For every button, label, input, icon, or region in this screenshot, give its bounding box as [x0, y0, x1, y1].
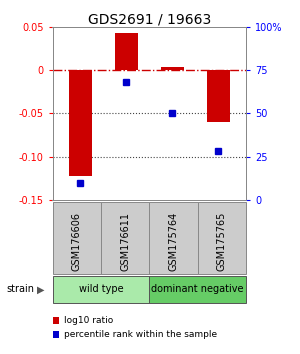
- Text: strain: strain: [6, 284, 34, 295]
- Text: wild type: wild type: [79, 284, 123, 295]
- Text: log10 ratio: log10 ratio: [64, 316, 113, 325]
- Bar: [161, 67, 184, 70]
- Text: GSM176611: GSM176611: [120, 212, 130, 271]
- Text: ▶: ▶: [37, 284, 44, 295]
- Text: dominant negative: dominant negative: [152, 284, 244, 295]
- Bar: [69, 70, 92, 176]
- Text: GDS2691 / 19663: GDS2691 / 19663: [88, 12, 212, 27]
- Text: GSM175765: GSM175765: [217, 211, 227, 271]
- Bar: [115, 34, 138, 70]
- Text: percentile rank within the sample: percentile rank within the sample: [64, 330, 217, 339]
- Text: GSM175764: GSM175764: [168, 212, 178, 271]
- Bar: [207, 70, 230, 122]
- Text: GSM176606: GSM176606: [72, 212, 82, 271]
